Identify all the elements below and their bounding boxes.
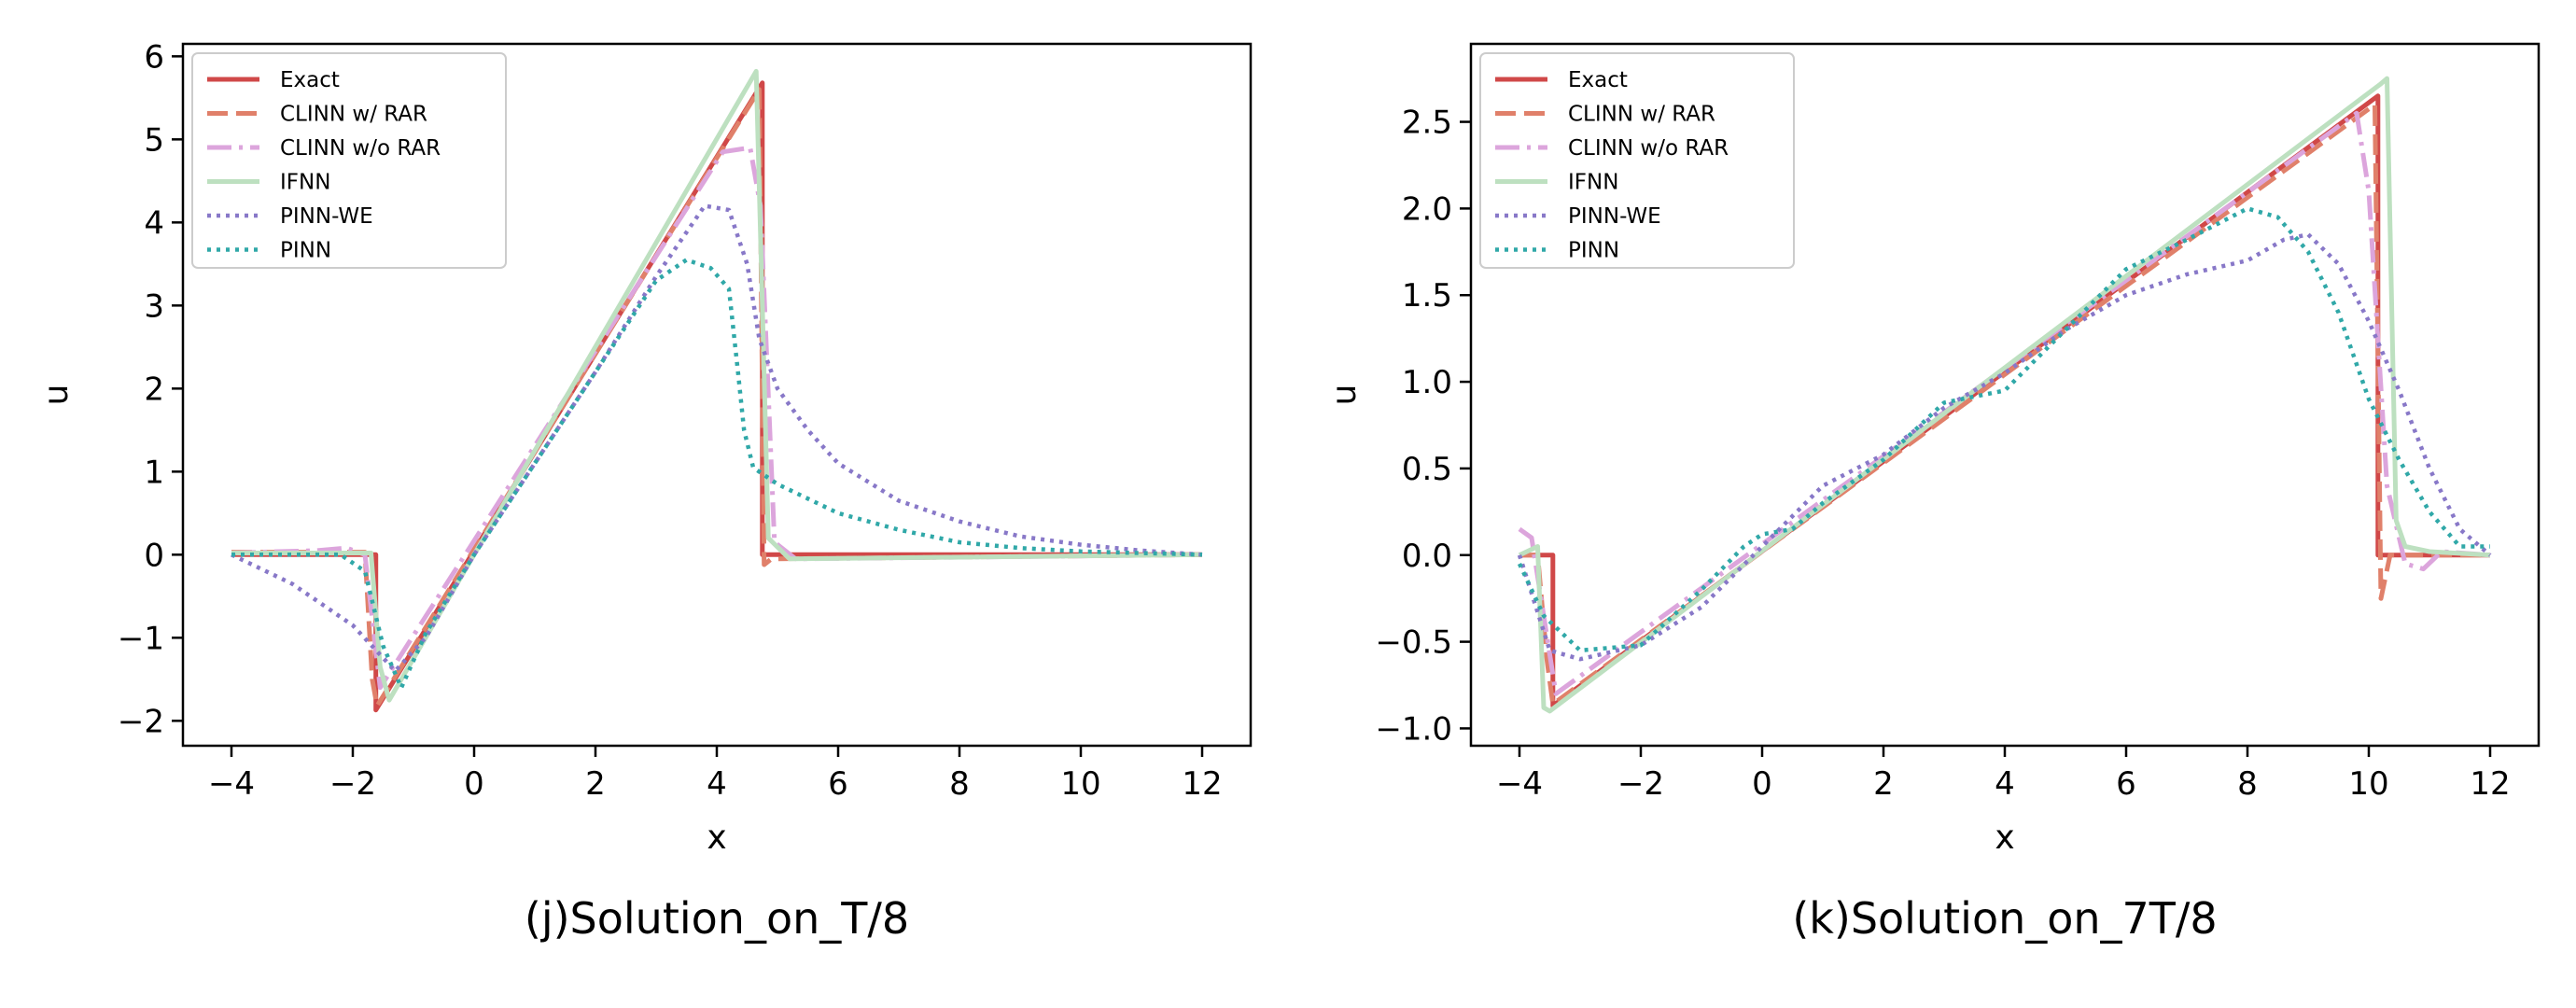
legend-box: [1479, 52, 1795, 269]
legend-label: PINN: [280, 239, 331, 263]
x-axis-label: x: [1995, 819, 2014, 857]
y-tick-label: 0.5: [1402, 451, 1452, 488]
series-group: [231, 68, 1203, 713]
chart-caption: (k)Solution_on_7T/8: [1792, 893, 2217, 944]
x-tick-label: 6: [828, 765, 848, 803]
legend-label: Exact: [280, 68, 340, 92]
x-tick-label: 4: [707, 765, 727, 803]
x-tick-label: 12: [2470, 765, 2510, 803]
legend-label: CLINN w/ RAR: [280, 103, 427, 127]
legend-label: IFNN: [1568, 171, 1618, 195]
legend-box: [191, 52, 507, 269]
x-tick-label: −4: [1496, 765, 1543, 803]
legend-label: PINN-WE: [280, 204, 373, 229]
y-tick-label: 2: [144, 371, 164, 408]
x-tick-label: 10: [2348, 765, 2388, 803]
y-tick-label: −2: [118, 703, 164, 740]
chart-caption: (j)Solution_on_T/8: [525, 893, 909, 944]
series-line-pinn: [1517, 206, 2490, 653]
legend-label: CLINN w/ RAR: [1568, 103, 1715, 127]
y-tick-label: 3: [144, 287, 164, 325]
chart-panel-1: −4 −2 0 2 4 6 8 10 12−2−10123456xu(j)Solution_on…: [37, 38, 1253, 944]
legend: Exact CLINN w/ RAR CLINN w/o RAR IFNN PINN-W…: [1479, 52, 1795, 269]
x-tick-label: 12: [1182, 765, 1222, 803]
legend-label: CLINN w/o RAR: [1568, 136, 1729, 161]
x-tick-label: 10: [1060, 765, 1100, 803]
x-tick-label: 0: [1752, 765, 1772, 803]
x-tick-label: 2: [585, 765, 606, 803]
y-axis-label: u: [1325, 385, 1364, 406]
legend-label: PINN: [1568, 239, 1619, 263]
legend-label: PINN-WE: [1568, 204, 1661, 229]
series-line-pinn-we: [231, 203, 1203, 674]
legend-label: CLINN w/o RAR: [280, 136, 441, 161]
x-tick-label: 0: [464, 765, 484, 803]
y-tick-label: 1.0: [1402, 364, 1452, 401]
x-tick-label: 6: [2116, 765, 2136, 803]
y-tick-label: 0.0: [1402, 538, 1452, 575]
series-line-ifnn: [231, 68, 1203, 703]
chart-panel-2: −4 −2 0 2 4 6 8 10 12 −1.0 −0.5 0.0 0.5 1.0 1.5 2.0 2.5 x…: [1325, 42, 2541, 944]
y-tick-label: 1.5: [1402, 277, 1452, 315]
x-tick-label: −2: [329, 765, 376, 803]
y-tick-label: 2.0: [1402, 190, 1452, 228]
series-line-pinn-we: [1517, 231, 2492, 662]
y-tick-label: −0.5: [1375, 624, 1452, 662]
y-tick-label: −1.0: [1375, 710, 1452, 748]
y-axis-label: u: [37, 385, 76, 406]
legend-label: IFNN: [280, 171, 330, 195]
y-tick-label: 1: [144, 454, 164, 491]
y-tick-label: 2.5: [1402, 105, 1452, 142]
x-tick-label: 8: [2237, 765, 2258, 803]
legend: Exact CLINN w/ RAR CLINN w/o RAR IFNN PINN-W…: [191, 52, 507, 269]
y-tick-label: 4: [144, 204, 164, 242]
x-tick-label: 4: [1995, 765, 2015, 803]
legend-label: Exact: [1568, 68, 1628, 92]
series-group: [1517, 76, 2492, 714]
y-tick-label: 6: [144, 38, 164, 76]
y-tick-label: −1: [118, 620, 164, 657]
x-tick-label: 2: [1873, 765, 1894, 803]
x-tick-label: −2: [1617, 765, 1664, 803]
x-axis-label: x: [707, 819, 726, 857]
y-tick-label: 0: [144, 537, 164, 574]
series-line-clinn-w-o-rar: [1518, 110, 2491, 696]
x-tick-label: −4: [208, 765, 255, 803]
x-tick-label: 8: [949, 765, 970, 803]
y-tick-label: 5: [144, 121, 164, 159]
